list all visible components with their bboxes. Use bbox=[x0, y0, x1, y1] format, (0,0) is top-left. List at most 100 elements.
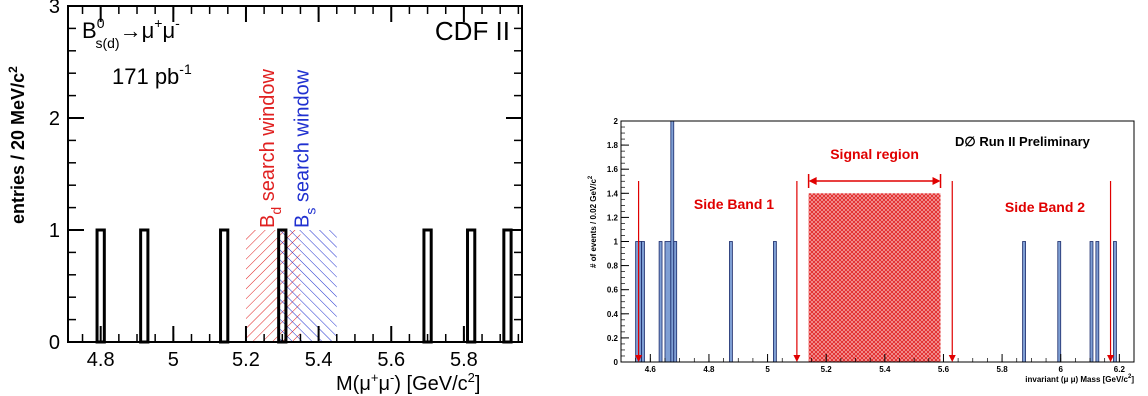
x-tick-label: 5.6 bbox=[938, 365, 950, 374]
signal-region-fill bbox=[808, 193, 941, 362]
x-axis-label-sup: - bbox=[390, 370, 394, 385]
search-window-label: Bd search window bbox=[257, 68, 284, 228]
x-tick-label: 5.4 bbox=[879, 365, 891, 374]
lumi-sup: -1 bbox=[179, 61, 192, 77]
x-axis-label-part: invariant (μ μ) Mass [GeV/c bbox=[1025, 375, 1128, 384]
plot-frame bbox=[67, 5, 523, 343]
histogram-bar bbox=[1095, 241, 1100, 363]
side-band-arrowhead bbox=[948, 355, 956, 362]
x-tick-label: 4.6 bbox=[645, 365, 657, 374]
x-tick-label: 5 bbox=[168, 349, 179, 371]
x-tick-label: 5.8 bbox=[450, 349, 478, 371]
window-label-sub: d bbox=[268, 207, 284, 215]
side-band-label: Side Band 1 bbox=[694, 196, 774, 212]
y-tick-label: 1.8 bbox=[607, 141, 619, 150]
experiment-label: CDF II bbox=[435, 16, 510, 46]
histogram-bar bbox=[502, 228, 513, 344]
x-axis-label: M(μ+μ-) [GeV/c2] bbox=[336, 370, 480, 395]
histogram-bar bbox=[664, 241, 672, 363]
x-tick-label: 4.8 bbox=[87, 349, 115, 371]
histogram-bar bbox=[673, 241, 678, 363]
x-axis-label-part: μ bbox=[378, 373, 390, 395]
histogram-bar bbox=[1113, 241, 1117, 363]
y-axis-label-sup: 2 bbox=[588, 175, 594, 179]
title-sub: s(d) bbox=[95, 35, 119, 51]
x-axis-label-part: ] bbox=[475, 373, 481, 395]
histogram-bar bbox=[658, 241, 663, 363]
x-axis-label: invariant (μ μ) Mass [GeV/c2] bbox=[1025, 374, 1134, 384]
title-sup: 0 bbox=[97, 15, 105, 31]
y-tick-label: 1.2 bbox=[607, 213, 619, 222]
chart-title: B0 s(d)→μ+μ- bbox=[82, 15, 180, 51]
y-axis-label: # of events / 0.02 GeV/c2 bbox=[588, 175, 598, 268]
search-window-label: Bs search window bbox=[291, 69, 318, 228]
histogram-bar bbox=[670, 120, 675, 363]
x-tick-label: 5.2 bbox=[821, 365, 833, 374]
histogram-bar bbox=[219, 228, 230, 344]
y-tick-label: 0.6 bbox=[607, 286, 619, 295]
y-tick-label: 1 bbox=[49, 220, 60, 242]
title-sup: - bbox=[175, 15, 180, 31]
title-part: →μ bbox=[120, 18, 155, 43]
y-tick-label: 0.8 bbox=[607, 262, 619, 271]
window-label-part: search window bbox=[257, 68, 279, 206]
x-tick-label: 5.2 bbox=[232, 349, 260, 371]
window-label-sub: s bbox=[302, 208, 318, 215]
x-tick-label: 5.6 bbox=[377, 349, 405, 371]
y-tick-label: 2 bbox=[49, 108, 60, 130]
histogram-bar bbox=[1057, 241, 1062, 363]
x-tick-label: 4.8 bbox=[703, 365, 715, 374]
window-label-part: B bbox=[291, 215, 313, 228]
x-tick-label: 5 bbox=[765, 365, 770, 374]
histogram-bar bbox=[95, 228, 106, 344]
y-axis-label-sup: 2 bbox=[6, 66, 20, 73]
side-band-arrowhead bbox=[635, 355, 643, 362]
x-tick-label: 5.8 bbox=[997, 365, 1009, 374]
y-tick-label: 0.2 bbox=[607, 334, 619, 343]
histogram-bar bbox=[422, 228, 433, 344]
y-axis-label-part: entries / 20 MeV/c bbox=[8, 73, 28, 224]
y-axis-label: entries / 20 MeV/c2 bbox=[6, 66, 28, 224]
histogram-bar bbox=[729, 241, 733, 363]
search-window-region bbox=[278, 230, 337, 342]
x-tick-label: 6 bbox=[1058, 365, 1063, 374]
x-axis-label-sup: 2 bbox=[468, 370, 475, 385]
x-axis-label-part: ] bbox=[1131, 375, 1134, 384]
lumi-part: 171 pb bbox=[112, 64, 179, 89]
histogram-bar bbox=[466, 228, 477, 344]
y-tick-label: 0 bbox=[49, 332, 60, 354]
y-tick-label: 1 bbox=[614, 238, 619, 247]
x-axis-label-part: M(μ bbox=[336, 373, 371, 395]
histogram-bar bbox=[1022, 241, 1026, 363]
x-axis-label-sup: + bbox=[371, 370, 379, 385]
histogram-bar bbox=[139, 228, 150, 344]
side-band-arrowhead bbox=[1107, 355, 1115, 362]
title-part: B bbox=[82, 18, 97, 43]
y-tick-label: 0 bbox=[614, 358, 619, 367]
signal-region-arrowhead bbox=[932, 177, 941, 185]
side-band-arrowhead bbox=[793, 355, 801, 362]
x-tick-label: 6.2 bbox=[1114, 365, 1126, 374]
luminosity-label: 171 pb-1 bbox=[112, 61, 192, 89]
x-tick-label: 5.4 bbox=[305, 349, 333, 371]
y-axis-label-part: # of events / 0.02 GeV/c bbox=[589, 179, 598, 268]
title-sup: + bbox=[154, 15, 162, 31]
histogram-bar bbox=[641, 241, 645, 363]
d0-chart: 0 0.2 0.4 0.6 0.8 1 1.2 1.4 1.6 1.8 2 4.6 4.8 5 5.2 5.4… bbox=[588, 117, 1135, 384]
y-tick-label: 2 bbox=[614, 117, 619, 126]
signal-region-arrowhead bbox=[808, 177, 817, 185]
y-tick-label: 0.4 bbox=[607, 310, 619, 319]
y-tick-label: 1.4 bbox=[607, 189, 619, 198]
window-label-part: search window bbox=[291, 69, 313, 207]
experiment-label: D∅ Run II Preliminary bbox=[955, 134, 1091, 149]
y-tick-label: 3 bbox=[49, 0, 60, 18]
side-band-label: Side Band 2 bbox=[1005, 199, 1085, 215]
y-tick-label: 1.6 bbox=[607, 165, 619, 174]
signal-region-label: Signal region bbox=[830, 146, 919, 162]
x-axis-label-part: ) [GeV/c bbox=[394, 373, 467, 395]
x-axis-label-sup: 2 bbox=[1128, 374, 1132, 380]
window-label-part: B bbox=[257, 215, 279, 228]
histogram-bar bbox=[1089, 241, 1094, 363]
